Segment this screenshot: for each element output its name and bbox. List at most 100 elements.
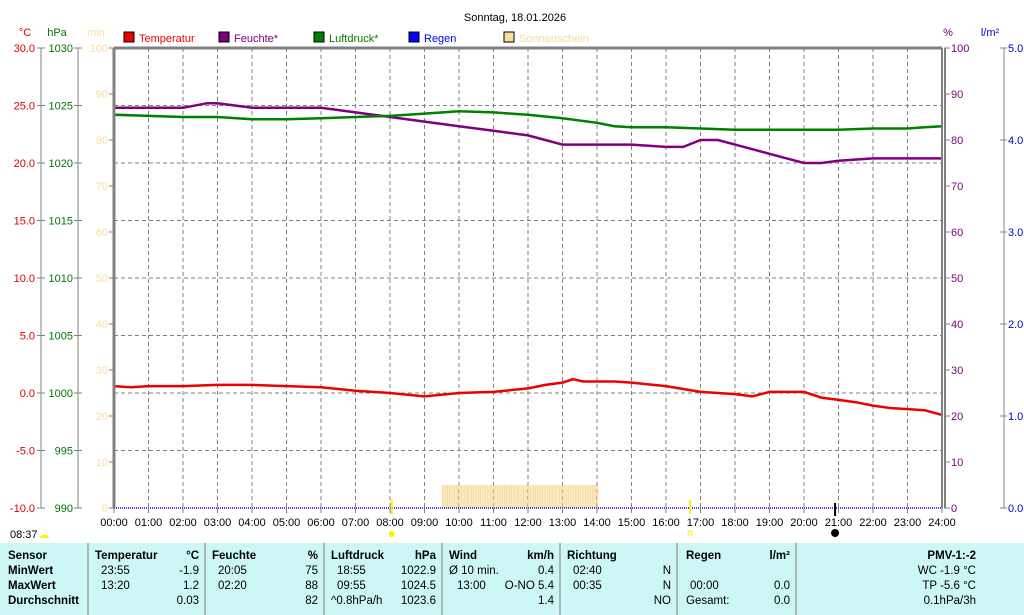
legend-item: Luftdruck* [313,31,379,45]
humidity-avg: 82 [305,595,318,607]
svg-text:70: 70 [951,181,963,193]
series-luftdruck [113,110,943,131]
stats-panel: Sensor MinWert MaxWert Durchschnitt Temp… [0,543,1024,615]
series-feuchte [114,101,942,165]
svg-text:22:00: 22:00 [859,517,887,529]
svg-text:-10.0: -10.0 [10,503,35,515]
rain-value: 0.0 [774,580,790,592]
svg-text:01:00: 01:00 [135,517,163,529]
col-humidity: Feuchte% 20:05 75 02:20 88 82 [204,543,324,615]
temp-max-time: 13:20 [101,580,130,592]
pressure-min-time: 18:55 [337,565,366,577]
svg-text:4.0: 4.0 [1008,135,1023,147]
svg-text:13:00: 13:00 [549,517,577,529]
svg-text:2.0: 2.0 [1008,319,1023,331]
svg-text:70: 70 [96,181,108,193]
svg-text:0: 0 [102,503,108,515]
pressure-min: 1022.9 [400,565,436,577]
svg-text:12:00: 12:00 [514,517,542,529]
svg-text:30.0: 30.0 [14,43,35,55]
svg-text:07:00: 07:00 [342,517,370,529]
maxwert-label: MaxWert [8,580,56,592]
svg-text:60: 60 [951,227,963,239]
svg-text:15:00: 15:00 [618,517,646,529]
svg-text:40: 40 [96,319,108,331]
pressure-max-time: 09:55 [337,580,366,592]
legend-item: Sonnenschein [503,31,589,45]
pressure-axis-unit: hPa [47,27,67,39]
svg-text:100: 100 [951,43,969,55]
wind-avg: 1.4 [538,595,554,607]
wind-unit: km/h [527,550,554,562]
col-rain: Regen l/m² 00:00 0.0 Gesamt: 0.0 [676,543,796,615]
svg-text:20: 20 [951,411,963,423]
svg-text:02:00: 02:00 [169,517,197,529]
svg-text:21:00: 21:00 [825,517,853,529]
pmv-value: PMV-1:-2 [927,550,976,562]
rain-total: 0.0 [774,595,790,607]
col-wind: Wind km/h Ø 10 min. 0.4 13:00 O-NO 5.4 1.4 [441,543,560,615]
svg-text:16:00: 16:00 [652,517,680,529]
svg-text:90: 90 [96,89,108,101]
svg-text:3.0: 3.0 [1008,227,1023,239]
svg-text:40: 40 [951,319,963,331]
legend-item: Feuchte* [218,31,279,45]
svg-text:18:00: 18:00 [721,517,749,529]
wind-avg10: 0.4 [538,565,554,577]
svg-text:50: 50 [951,273,963,285]
direction-time-2: 00:35 [573,580,602,592]
svg-text:17:00: 17:00 [687,517,715,529]
svg-text:15.0: 15.0 [14,216,35,228]
svg-text:0.0: 0.0 [20,388,35,400]
svg-text:60: 60 [96,227,108,239]
time-markers: 08:37 [10,500,840,540]
pressure-unit: hPa [414,550,436,562]
svg-text:Temperatur: Temperatur [139,33,195,45]
svg-text:10:00: 10:00 [445,517,473,529]
pressure-trend: ^0.8hPa/h [331,595,383,607]
svg-text:80: 80 [96,135,108,147]
humidity-unit: % [307,550,318,562]
wind-max-time: 13:00 [457,580,486,592]
direction-3: NO [653,595,671,607]
wind-max: O-NO 5.4 [504,580,554,592]
durchschnitt-label: Durchschnitt [8,595,79,607]
svg-text:1025: 1025 [49,101,73,113]
svg-text:05:00: 05:00 [273,517,301,529]
svg-text:0.0: 0.0 [1008,503,1023,515]
dewpoint-value: TP -5.6 °C [922,580,976,592]
svg-text:1030: 1030 [49,43,73,55]
svg-text:14:00: 14:00 [583,517,611,529]
svg-text:1015: 1015 [49,216,73,228]
svg-text:10: 10 [96,457,108,469]
svg-text:20: 20 [96,411,108,423]
sun-icon [388,531,395,537]
svg-text:Regen: Regen [424,33,456,45]
col-sensor: Sensor MinWert MaxWert Durchschnitt [0,543,86,615]
svg-text:80: 80 [951,135,963,147]
svg-text:25.0: 25.0 [14,101,35,113]
grid-lines [114,48,942,508]
pressure-header: Luftdruck [331,550,385,562]
svg-text:10: 10 [951,457,963,469]
temp-unit: °C [186,550,199,562]
svg-text:5.0: 5.0 [1008,43,1023,55]
direction-1: N [662,565,671,577]
pressure-max: 1024.5 [400,580,436,592]
temp-avg: 0.03 [176,595,199,607]
chart-title: Sonntag, 18.01.2026 [464,12,566,24]
legend-item: Regen [408,31,456,45]
temp-axis-unit: °C [19,27,31,39]
svg-text:00:00: 00:00 [100,517,128,529]
svg-text:50: 50 [96,273,108,285]
humidity-min: 75 [305,565,318,577]
direction-time-1: 02:40 [573,565,602,577]
svg-text:Luftdruck*: Luftdruck* [329,33,379,45]
sunset-icon [687,530,693,536]
svg-text:Feuchte*: Feuchte* [234,33,279,45]
rain-total-label: Gesamt: [686,595,730,607]
svg-text:995: 995 [55,446,73,458]
humidity-max-time: 02:20 [218,580,247,592]
